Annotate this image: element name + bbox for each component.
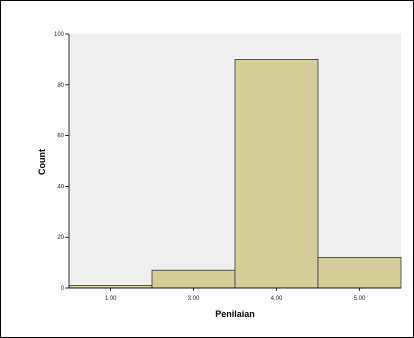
y-tick-label: 80: [57, 83, 64, 89]
x-tick-label: 1.00: [105, 296, 117, 302]
y-axis-title: Count: [37, 149, 47, 175]
y-tick-label: 100: [54, 32, 65, 38]
x-tick-label: 3.00: [188, 296, 200, 302]
y-tick-label: 20: [57, 235, 64, 241]
x-tick-label: 4.00: [271, 296, 283, 302]
x-axis-title: Penilaian: [215, 309, 255, 319]
y-axis: 0 20 40 60 80 100: [54, 32, 70, 292]
bar-4.00: [234, 59, 319, 289]
y-tick-label: 40: [57, 184, 64, 190]
bar-5.00: [317, 257, 402, 289]
x-tick-label: 5.00: [354, 296, 366, 302]
bars-group: [68, 59, 402, 289]
x-axis: 1.00 3.00 4.00 5.00: [69, 287, 401, 302]
y-tick-label: 0: [61, 286, 65, 292]
bar-3.00: [151, 269, 236, 289]
y-tick-label: 60: [57, 134, 64, 140]
